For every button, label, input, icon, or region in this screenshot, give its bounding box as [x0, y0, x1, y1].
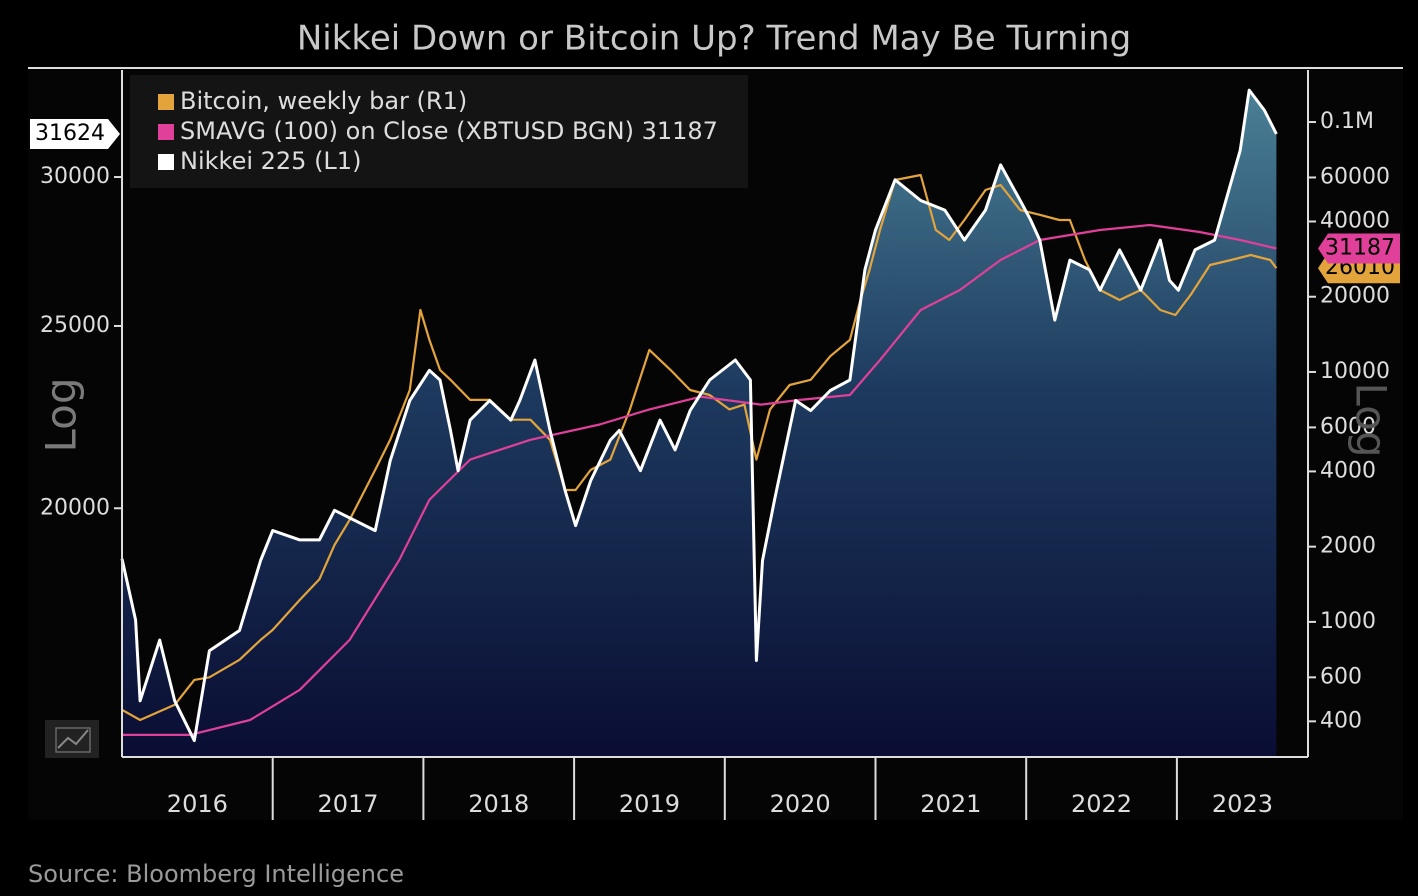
y2-tick-label: 2000 — [1320, 534, 1376, 559]
y-axis-title: Log — [37, 377, 86, 452]
y2-tick-label: 10000 — [1320, 359, 1390, 384]
y2-tick-label: 400 — [1320, 708, 1362, 733]
x-tick-label: 2023 — [1212, 790, 1273, 818]
legend-box — [130, 75, 748, 188]
chart-title: Nikkei Down or Bitcoin Up? Trend May Be … — [297, 19, 1131, 59]
y2-axis-title: Log — [1347, 382, 1396, 457]
y-tick-label: 30000 — [40, 164, 110, 189]
area — [122, 90, 1277, 758]
y2-tick-label: 0.1M — [1320, 109, 1374, 134]
legend: Bitcoin, weekly bar (R1)SMAVG (100) on C… — [158, 87, 718, 175]
last-value-label: 31624 — [35, 121, 105, 146]
y2-tick-label: 1000 — [1320, 609, 1376, 634]
legend-swatch — [158, 124, 174, 140]
y2-tick-label: 40000 — [1320, 208, 1390, 233]
series-line — [121, 173, 1278, 722]
x-tick-label: 2020 — [770, 790, 831, 818]
series-line — [122, 223, 1277, 736]
last-value-box — [1318, 233, 1400, 264]
y2-tick-label: 6000 — [1320, 414, 1376, 439]
last-value-box — [30, 118, 120, 149]
x-tick-label: 2017 — [318, 790, 379, 818]
chart-icon — [45, 720, 99, 758]
y-tick-label: 25000 — [40, 313, 110, 338]
y2-tick-label: 60000 — [1320, 164, 1390, 189]
x-tick-label: 2021 — [920, 790, 981, 818]
source: Source: Bloomberg Intelligence — [28, 860, 404, 888]
plot-area — [120, 88, 1278, 758]
x-tick-label: 2018 — [468, 790, 529, 818]
x-tick-label: 2016 — [167, 790, 228, 818]
legend-label: Bitcoin, weekly bar (R1) — [180, 87, 467, 115]
y2-tick-label: 20000 — [1320, 284, 1390, 309]
last-value-label: 31187 — [1325, 235, 1395, 260]
x-tick-label: 2022 — [1071, 790, 1132, 818]
y-tick-label: 20000 — [40, 495, 110, 520]
legend-label: SMAVG (100) on Close (XBTUSD BGN) 31187 — [180, 117, 718, 145]
y2-tick-label: 600 — [1320, 664, 1362, 689]
legend-label: Nikkei 225 (L1) — [180, 147, 361, 175]
legend-swatch — [158, 154, 174, 170]
y2-tick-label: 4000 — [1320, 458, 1376, 483]
x-tick-label: 2019 — [619, 790, 680, 818]
series-line — [120, 88, 1278, 743]
legend-swatch — [158, 94, 174, 110]
